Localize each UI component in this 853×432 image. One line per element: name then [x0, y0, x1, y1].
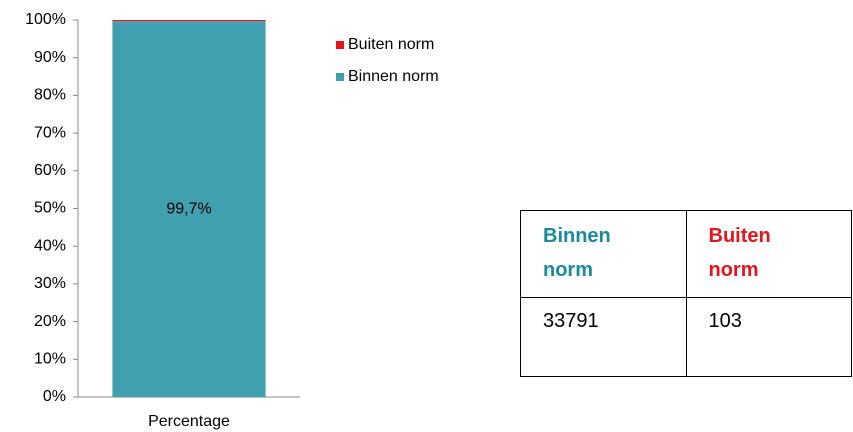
legend-swatch	[336, 73, 344, 81]
count-table: Binnen norm Buiten norm 33791 103	[520, 210, 852, 377]
y-tick-label: 0%	[43, 388, 66, 405]
legend-label: Buiten norm	[348, 36, 434, 53]
header-text: Binnen norm	[543, 225, 611, 281]
bar-segment	[112, 20, 266, 22]
y-tick-label: 90%	[34, 49, 66, 66]
x-tick-label: Percentage	[148, 413, 230, 430]
header-cell: Binnen norm	[520, 210, 687, 298]
y-tick-label: 20%	[34, 313, 66, 330]
value-cell: 103	[685, 297, 852, 377]
y-tick-label: 70%	[34, 124, 66, 141]
legend-label: Binnen norm	[348, 68, 439, 85]
y-tick-label: 60%	[34, 162, 66, 179]
y-tick-label: 100%	[25, 11, 66, 28]
legend-swatch	[336, 41, 344, 49]
y-tick-label: 40%	[34, 237, 66, 254]
y-tick-label: 30%	[34, 275, 66, 292]
bar-segment	[112, 21, 266, 397]
y-tick-label: 50%	[34, 200, 66, 217]
value-cell: 33791	[520, 297, 687, 377]
y-tick-label: 10%	[34, 351, 66, 368]
header-text: Buiten norm	[708, 225, 771, 281]
y-tick-label: 80%	[34, 87, 66, 104]
header-cell: Buiten norm	[685, 210, 852, 298]
data-label: 99,7%	[166, 200, 211, 217]
